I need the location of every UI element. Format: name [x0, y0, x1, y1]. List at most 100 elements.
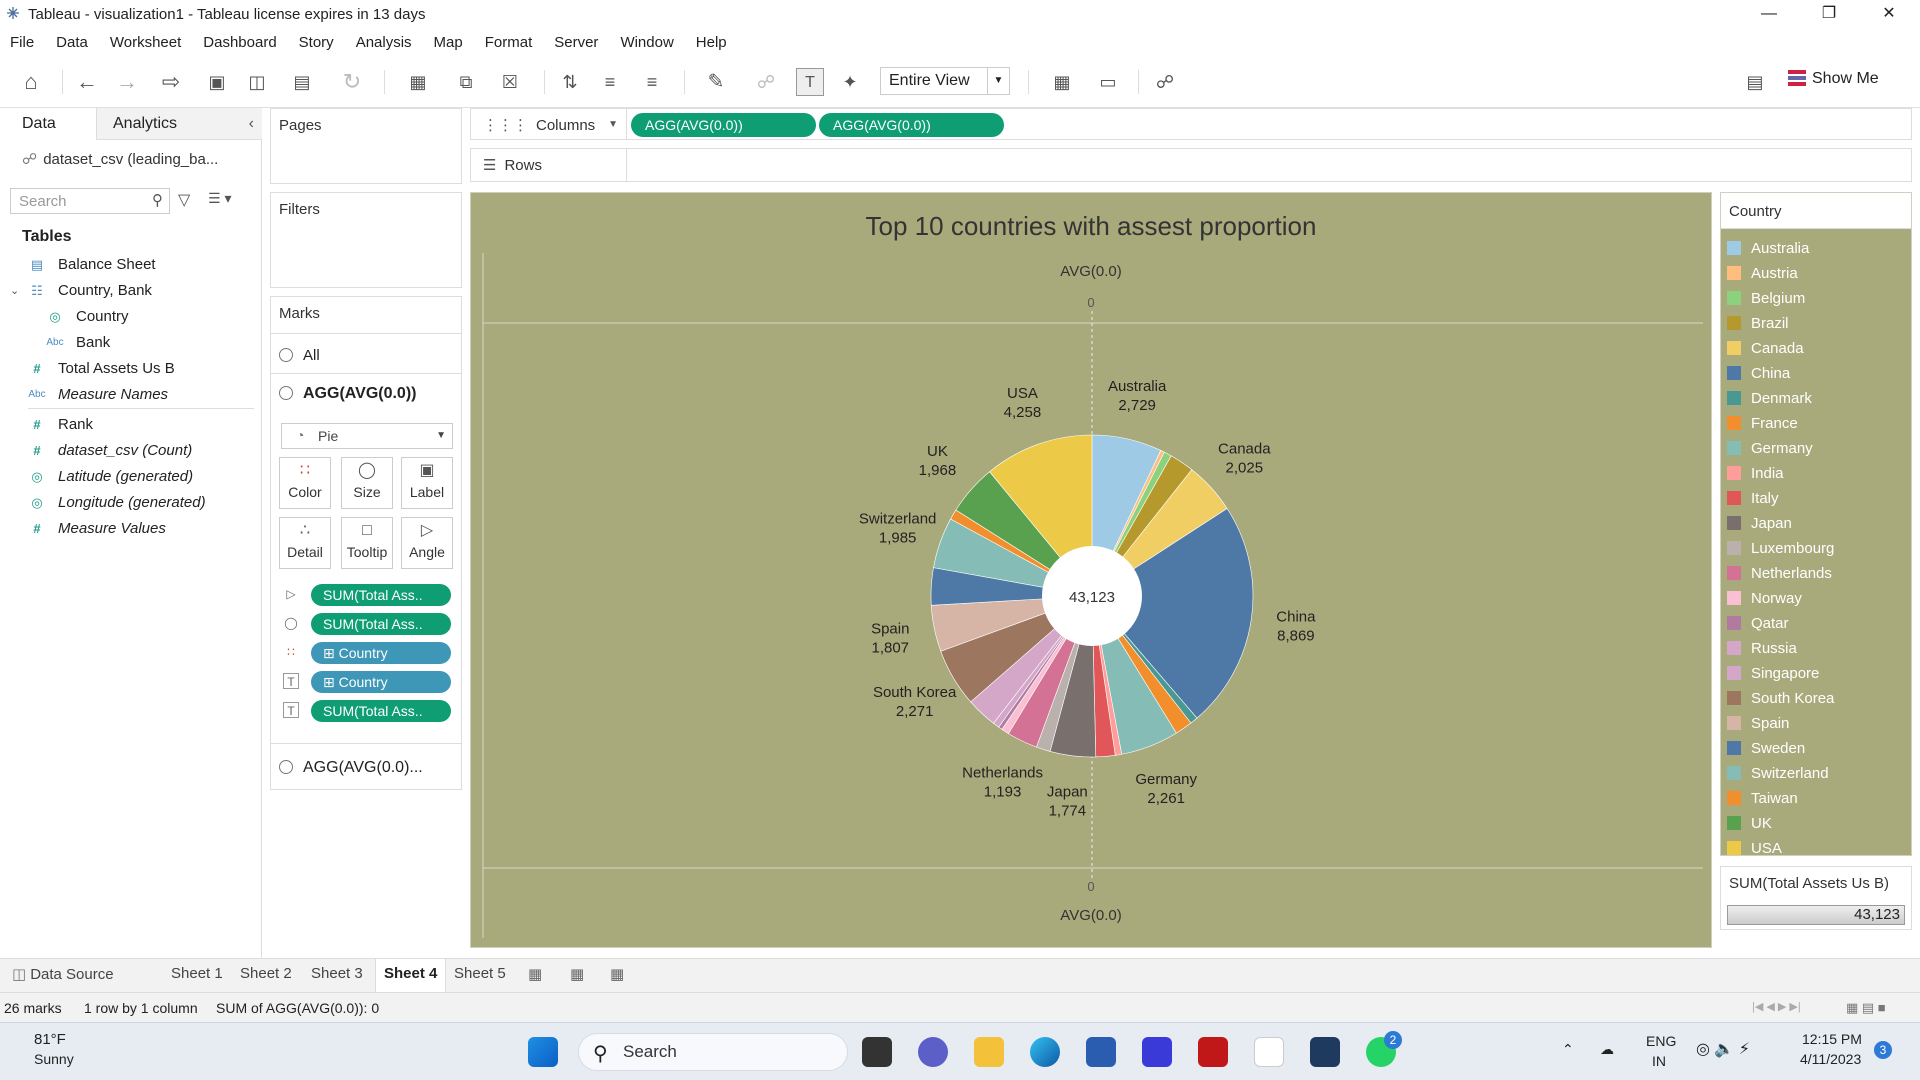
- menu-data[interactable]: Data: [56, 33, 88, 51]
- legend-item-usa[interactable]: USA: [1727, 837, 1782, 861]
- legend-item-france[interactable]: France: [1727, 412, 1798, 436]
- label-button[interactable]: ▣ Label: [401, 457, 453, 509]
- legend-item-japan[interactable]: Japan: [1727, 512, 1792, 536]
- clock-date[interactable]: 4/11/2023: [1800, 1051, 1862, 1067]
- close-button[interactable]: ✕: [1882, 5, 1896, 22]
- new-datasource-icon[interactable]: ◫: [248, 72, 266, 92]
- new-worksheet-tab-icon[interactable]: ▦: [528, 966, 543, 983]
- show-labels-icon[interactable]: T: [796, 68, 824, 96]
- detail-button[interactable]: ∴ Detail: [279, 517, 331, 569]
- home-icon[interactable]: ⌂: [24, 69, 38, 94]
- tab-analytics[interactable]: Analytics ‹: [96, 108, 262, 140]
- windows-start-icon[interactable]: [528, 1037, 558, 1067]
- file-explorer-icon[interactable]: [974, 1037, 1004, 1067]
- refresh-icon[interactable]: ↻: [342, 69, 362, 94]
- menu-dashboard[interactable]: Dashboard: [203, 33, 277, 51]
- menu-help[interactable]: Help: [695, 33, 727, 51]
- pill-color-country[interactable]: ⊞ Country: [311, 642, 451, 664]
- undo-icon[interactable]: ←: [76, 69, 98, 94]
- menu-analysis[interactable]: Analysis: [355, 33, 412, 51]
- pie-chart[interactable]: 43,123 Australia 2,729 Canada 2,025 China 8,8…: [471, 193, 1713, 949]
- legend-item-norway[interactable]: Norway: [1727, 587, 1802, 611]
- legend-item-netherlands[interactable]: Netherlands: [1727, 562, 1832, 586]
- edge-icon[interactable]: [1030, 1037, 1060, 1067]
- network-icon[interactable]: ☁: [1600, 1041, 1614, 1057]
- highlight-icon[interactable]: ✎: [707, 71, 725, 93]
- legend-item-singapore[interactable]: Singapore: [1727, 662, 1819, 686]
- new-worksheet-icon[interactable]: ▦: [409, 72, 427, 92]
- weather-desc[interactable]: Sunny: [34, 1051, 74, 1067]
- tab-sheet-3[interactable]: Sheet 3: [311, 965, 363, 982]
- legend-item-russia[interactable]: Russia: [1727, 637, 1797, 661]
- legend-item-brazil[interactable]: Brazil: [1727, 312, 1789, 336]
- replay-icon[interactable]: ⇨: [161, 69, 181, 94]
- datasource-item[interactable]: ☍ dataset_csv (leading_ba...: [22, 150, 218, 168]
- view-options-icon[interactable]: ☰ ▾: [208, 190, 232, 206]
- column-pill-1[interactable]: AGG(AVG(0.0)): [631, 113, 816, 137]
- legend-item-india[interactable]: India: [1727, 462, 1784, 486]
- show-me-button[interactable]: Show Me: [1788, 70, 1879, 88]
- clock-time[interactable]: 12:15 PM: [1802, 1031, 1862, 1047]
- pill-angle-sum-total-assets[interactable]: SUM(Total Ass..: [311, 584, 451, 606]
- presentation-icon[interactable]: ▭: [1099, 72, 1117, 92]
- legend-item-germany[interactable]: Germany: [1727, 437, 1813, 461]
- legend-item-italy[interactable]: Italy: [1727, 487, 1779, 511]
- sheet-nav-icons[interactable]: |◀ ◀ ▶ ▶|: [1752, 1001, 1801, 1013]
- tab-data-source[interactable]: ◫ Data Source: [12, 965, 114, 983]
- cards-icon[interactable]: ▦: [1053, 72, 1071, 92]
- group-icon[interactable]: ☍: [756, 72, 776, 92]
- save-icon[interactable]: ▣: [208, 72, 226, 92]
- chevron-down-icon[interactable]: ▼: [608, 119, 618, 130]
- legend-item-australia[interactable]: Australia: [1727, 237, 1809, 261]
- redo-icon[interactable]: →: [116, 69, 138, 94]
- legend-item-sweden[interactable]: Sweden: [1727, 737, 1805, 761]
- task-view-icon[interactable]: [862, 1037, 892, 1067]
- mysql-icon[interactable]: [1310, 1037, 1340, 1067]
- pages-shelf[interactable]: Pages: [270, 108, 462, 184]
- menu-worksheet[interactable]: Worksheet: [109, 33, 182, 51]
- tab-sheet-1[interactable]: Sheet 1: [171, 965, 223, 982]
- legend-item-canada[interactable]: Canada: [1727, 337, 1804, 361]
- weather-temp[interactable]: 81°F: [34, 1031, 66, 1048]
- pill-label-sum-total-assets[interactable]: SUM(Total Ass..: [311, 700, 451, 722]
- tab-sheet-5[interactable]: Sheet 5: [454, 965, 506, 982]
- menu-server[interactable]: Server: [554, 33, 599, 51]
- angle-button[interactable]: ▷ Angle: [401, 517, 453, 569]
- menu-story[interactable]: Story: [298, 33, 334, 51]
- taskbar-search[interactable]: ⚲ Search: [578, 1033, 848, 1071]
- teams-chat-icon[interactable]: [918, 1037, 948, 1067]
- worksheet-view[interactable]: Top 10 countries with assest proportion …: [470, 192, 1712, 948]
- language-1[interactable]: ENG: [1646, 1033, 1677, 1049]
- new-story-tab-icon[interactable]: ▦: [610, 966, 625, 983]
- menu-file[interactable]: File: [10, 33, 35, 51]
- legend-item-belgium[interactable]: Belgium: [1727, 287, 1805, 311]
- legend-item-uk[interactable]: UK: [1727, 812, 1772, 836]
- marks-agg-1[interactable]: AGG(AVG(0.0)): [279, 385, 416, 403]
- mark-type-dropdown[interactable]: ◔ Pie ▼: [281, 423, 453, 449]
- sort-ascending-icon[interactable]: ≡: [604, 72, 616, 92]
- size-button[interactable]: ◯ Size: [341, 457, 393, 509]
- wifi-volume-battery-icons[interactable]: ◎ 🔈 ⚡: [1696, 1041, 1751, 1058]
- search-input[interactable]: Search ⚲: [10, 188, 170, 214]
- tab-sheet-2[interactable]: Sheet 2: [240, 965, 292, 982]
- legend-item-luxembourg[interactable]: Luxembourg: [1727, 537, 1834, 561]
- legend-item-switzerland[interactable]: Switzerland: [1727, 762, 1829, 786]
- rows-shelf[interactable]: ☰ Rows: [470, 148, 1912, 182]
- chevron-up-icon[interactable]: ⌃: [1562, 1041, 1574, 1057]
- legend-item-taiwan[interactable]: Taiwan: [1727, 787, 1798, 811]
- filters-shelf[interactable]: Filters: [270, 192, 462, 288]
- store-icon[interactable]: [1086, 1037, 1116, 1067]
- notification-badge[interactable]: 3: [1874, 1041, 1892, 1059]
- tooltip-button[interactable]: □ Tooltip: [341, 517, 393, 569]
- legend-item-china[interactable]: China: [1727, 362, 1790, 386]
- pause-updates-icon[interactable]: ▤: [293, 72, 311, 92]
- legend-item-austria[interactable]: Austria: [1727, 262, 1798, 286]
- column-pill-2[interactable]: AGG(AVG(0.0)): [819, 113, 1004, 137]
- app-icon[interactable]: [1142, 1037, 1172, 1067]
- marks-agg-2[interactable]: AGG(AVG(0.0)...: [279, 759, 423, 777]
- legend-item-south-korea[interactable]: South Korea: [1727, 687, 1834, 711]
- collapse-pane-icon[interactable]: ‹: [248, 115, 254, 132]
- legend-item-qatar[interactable]: Qatar: [1727, 612, 1789, 636]
- tab-sheet-4[interactable]: Sheet 4: [375, 959, 447, 993]
- pie-slice-china[interactable]: [1091, 508, 1254, 719]
